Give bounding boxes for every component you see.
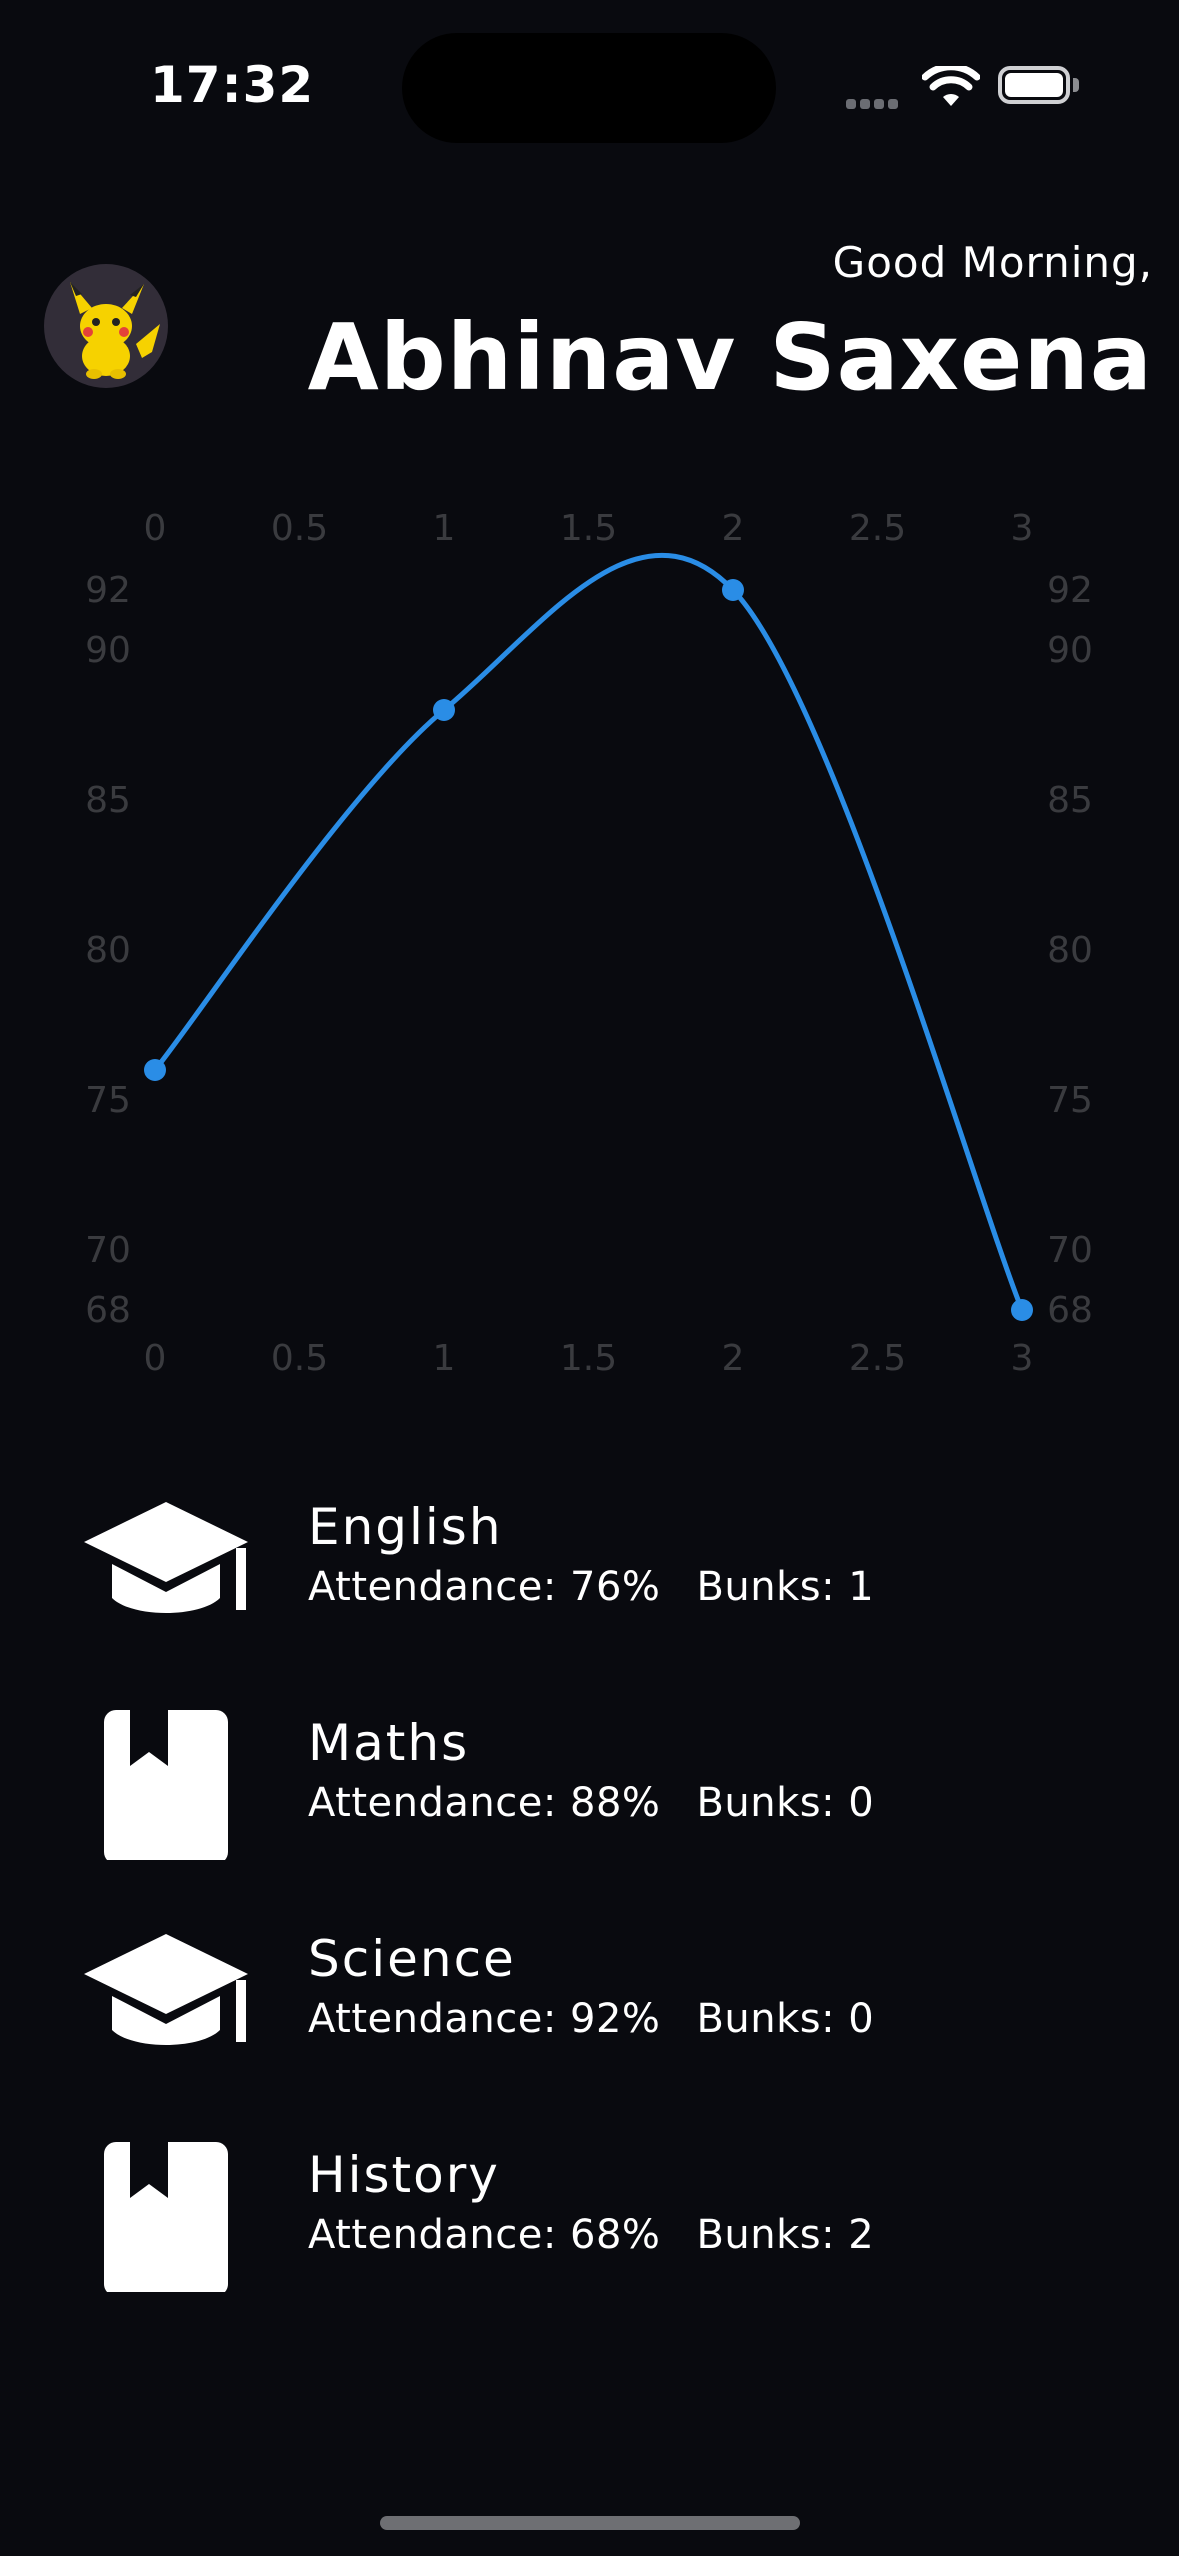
avatar[interactable]	[44, 264, 168, 388]
subject-stats: Attendance: 88% Bunks: 0	[308, 1780, 874, 1826]
y-tick-label-left: 90	[85, 630, 131, 671]
y-tick-label-left: 92	[85, 570, 131, 611]
data-point	[1011, 1299, 1033, 1321]
home-indicator[interactable]	[380, 2516, 800, 2530]
x-tick-label-bottom: 2	[722, 1338, 745, 1379]
x-tick-label-top: 1.5	[560, 508, 617, 549]
subject-name: Science	[308, 1930, 516, 1988]
y-tick-label-right: 70	[1047, 1230, 1093, 1271]
wifi-icon	[922, 66, 980, 106]
y-tick-label-right: 68	[1047, 1290, 1093, 1331]
attendance-line-chart: 0 0 0.5 0.5 1 1 1.5 1.5 2 2 2.5 2.5 3 3 92 92 90 90 85 85 80…	[85, 508, 1093, 1379]
cellular-signal-icon	[846, 94, 906, 109]
series-line	[152, 552, 1025, 1313]
x-tick-label-top: 3	[1011, 508, 1034, 549]
subject-row-science[interactable]: Science Attendance: 92% Bunks: 0	[0, 1912, 1179, 2102]
x-tick-label-bottom: 0	[144, 1338, 167, 1379]
attendance-value: Attendance: 88%	[308, 1780, 661, 1826]
y-tick-label-right: 85	[1047, 780, 1093, 821]
battery-icon	[998, 66, 1080, 108]
y-tick-label-right: 75	[1047, 1080, 1093, 1121]
x-tick-label-bottom: 3	[1011, 1338, 1034, 1379]
x-tick-label-bottom: 2.5	[849, 1338, 906, 1379]
status-bar: 17:32	[0, 0, 1179, 160]
data-point	[722, 579, 744, 601]
dynamic-island	[402, 33, 776, 143]
y-tick-label-left: 68	[85, 1290, 131, 1331]
subject-name: History	[308, 2146, 500, 2204]
subject-stats: Attendance: 68% Bunks: 2	[308, 2212, 874, 2258]
graduation-cap-icon	[84, 1502, 248, 1613]
bunks-value: Bunks: 1	[696, 1564, 875, 1610]
bunks-value: Bunks: 0	[696, 1996, 875, 2042]
subject-stats: Attendance: 92% Bunks: 0	[308, 1996, 874, 2042]
y-tick-label-left: 70	[85, 1230, 131, 1271]
y-tick-label-left: 80	[85, 930, 131, 971]
y-tick-label-left: 85	[85, 780, 131, 821]
subject-row-english[interactable]: English Attendance: 76% Bunks: 1	[0, 1480, 1179, 1670]
bunks-value: Bunks: 0	[696, 1780, 875, 1826]
x-tick-label-bottom: 1.5	[560, 1338, 617, 1379]
data-point	[144, 1059, 166, 1081]
graduation-cap-icon	[84, 1934, 248, 2045]
user-name: Abhinav Saxena	[307, 304, 1153, 411]
y-tick-label-right: 90	[1047, 630, 1093, 671]
data-point	[433, 699, 455, 721]
book-icon	[104, 2142, 228, 2292]
x-tick-label-bottom: 0.5	[271, 1338, 328, 1379]
bunks-value: Bunks: 2	[696, 2212, 875, 2258]
greeting-text: Good Morning,	[832, 238, 1153, 287]
x-tick-label-top: 0.5	[271, 508, 328, 549]
attendance-value: Attendance: 92%	[308, 1996, 661, 2042]
subject-row-maths[interactable]: Maths Attendance: 88% Bunks: 0	[0, 1696, 1179, 1886]
y-tick-label-left: 75	[85, 1080, 131, 1121]
x-tick-label-top: 1	[433, 508, 456, 549]
book-icon	[104, 1710, 228, 1860]
x-tick-label-top: 0	[144, 508, 167, 549]
y-tick-label-right: 92	[1047, 570, 1093, 611]
x-tick-label-bottom: 1	[433, 1338, 456, 1379]
subject-name: Maths	[308, 1714, 470, 1772]
subject-name: English	[308, 1498, 503, 1556]
y-tick-label-right: 80	[1047, 930, 1093, 971]
x-tick-label-top: 2.5	[849, 508, 906, 549]
subject-row-history[interactable]: History Attendance: 68% Bunks: 2	[0, 2128, 1179, 2318]
attendance-value: Attendance: 76%	[308, 1564, 661, 1610]
subject-stats: Attendance: 76% Bunks: 1	[308, 1564, 874, 1610]
status-time: 17:32	[150, 56, 315, 114]
pikachu-avatar-icon	[70, 282, 160, 379]
attendance-value: Attendance: 68%	[308, 2212, 661, 2258]
x-tick-label-top: 2	[722, 508, 745, 549]
